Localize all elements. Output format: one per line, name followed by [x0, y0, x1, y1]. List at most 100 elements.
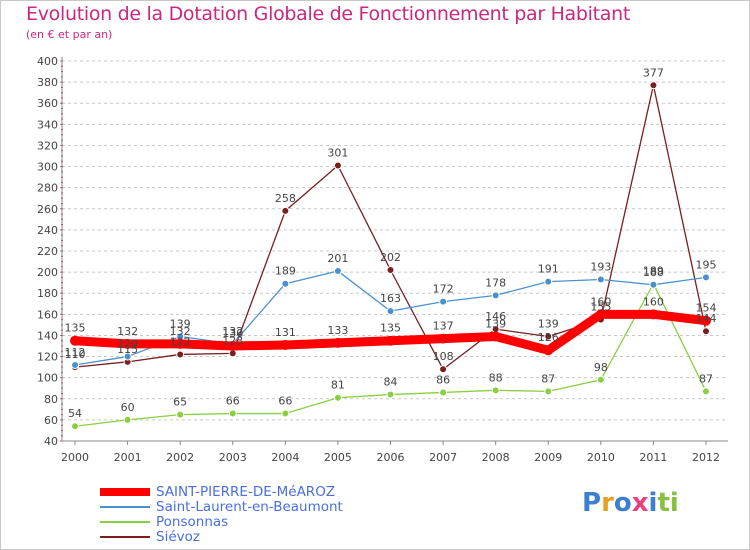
data-label: 120	[117, 338, 138, 351]
y-tick-label: 140	[37, 329, 58, 342]
data-label: 65	[173, 396, 187, 409]
data-point	[228, 409, 237, 418]
data-label: 139	[538, 318, 559, 331]
data-label: 66	[226, 395, 240, 408]
legend-item-ponsonnas: Ponsonnas	[100, 514, 400, 530]
logo-letter: r	[601, 488, 614, 518]
x-tick-label: 2011	[639, 451, 667, 464]
data-point	[544, 277, 553, 286]
data-point	[71, 361, 79, 369]
data-label: 88	[489, 371, 503, 384]
data-label: 188	[643, 266, 664, 279]
data-point	[176, 350, 185, 359]
y-tick-label: 220	[37, 245, 58, 258]
data-point	[596, 275, 605, 284]
data-label: 139	[485, 318, 506, 331]
legend-label: Siévoz	[156, 529, 200, 545]
x-tick-label: 2002	[166, 451, 194, 464]
data-point	[543, 345, 554, 356]
y-tick-label: 60	[44, 414, 58, 427]
data-label: 132	[117, 325, 138, 338]
data-point	[439, 388, 448, 397]
x-tick-label: 2001	[114, 451, 142, 464]
data-label: 258	[275, 192, 296, 205]
data-point	[490, 331, 501, 342]
data-label: 155	[590, 301, 611, 314]
data-point	[70, 335, 80, 346]
data-point	[544, 387, 553, 396]
data-label: 132	[170, 325, 191, 338]
data-label: 172	[433, 283, 454, 296]
data-point	[332, 337, 343, 348]
data-point	[123, 352, 132, 361]
data-label: 87	[699, 372, 713, 385]
data-label: 87	[541, 372, 555, 385]
y-tick-label: 260	[37, 203, 58, 216]
data-point	[333, 393, 342, 402]
data-point	[333, 161, 342, 170]
data-point	[281, 409, 290, 418]
data-label: 81	[331, 379, 345, 392]
logo-letter: x	[631, 488, 649, 518]
data-point	[649, 280, 658, 289]
y-tick-label: 300	[37, 161, 58, 174]
x-tick-label: 2010	[587, 451, 615, 464]
data-label: 66	[278, 395, 292, 408]
logo-letter: o	[613, 488, 632, 518]
data-point	[701, 315, 711, 326]
data-label: 160	[643, 295, 664, 308]
x-tick-label: 2012	[692, 451, 720, 464]
data-label: 54	[68, 407, 82, 420]
legend-item-saint-pierre: SAINT-PIERRE-DE-MéAROZ	[100, 484, 400, 500]
x-tick-label: 2000	[61, 451, 89, 464]
data-label: 108	[433, 350, 454, 363]
data-label: 160	[590, 295, 611, 308]
x-tick-label: 2006	[377, 451, 405, 464]
chart-subtitle: (en € et par an)	[26, 28, 113, 41]
data-label: 115	[117, 343, 138, 356]
y-tick-label: 100	[37, 372, 58, 385]
y-tick-label: 240	[37, 224, 58, 237]
data-point	[491, 386, 500, 395]
data-label: 144	[696, 312, 717, 325]
data-point	[281, 206, 290, 215]
data-label: 146	[485, 310, 506, 323]
data-point	[227, 341, 238, 351]
legend-swatch	[100, 506, 150, 508]
data-point	[491, 291, 500, 300]
data-label: 193	[590, 261, 611, 274]
data-point	[385, 335, 396, 346]
chart-title: Evolution de la Dotation Globale de Fonc…	[26, 3, 631, 25]
y-tick-label: 180	[37, 287, 58, 300]
data-point	[386, 307, 395, 316]
y-tick-label: 280	[37, 182, 58, 195]
data-point	[122, 338, 133, 349]
data-label: 139	[170, 318, 191, 331]
logo-letter: t	[657, 488, 670, 518]
data-label: 86	[436, 373, 450, 386]
y-tick-label: 120	[37, 351, 58, 364]
data-label: 137	[433, 320, 454, 333]
data-point	[280, 339, 291, 350]
legend-item-sievoz: Siévoz	[100, 529, 400, 545]
data-label: 126	[538, 331, 559, 344]
x-tick-label: 2009	[534, 451, 562, 464]
y-tick-label: 160	[37, 308, 58, 321]
data-point	[123, 415, 132, 424]
data-point	[702, 387, 710, 396]
data-point	[702, 273, 710, 282]
y-tick-label: 400	[37, 55, 58, 68]
data-label: 163	[380, 292, 401, 305]
y-tick-label: 200	[37, 266, 58, 279]
data-label: 135	[380, 322, 401, 335]
data-label: 135	[65, 322, 86, 335]
y-tick-label: 380	[37, 76, 58, 89]
data-point	[438, 333, 449, 344]
data-label: 201	[327, 252, 348, 265]
data-label: 189	[275, 265, 296, 278]
data-label: 202	[380, 251, 401, 264]
data-label: 132	[222, 325, 243, 338]
data-label: 110	[65, 348, 86, 361]
data-point	[648, 309, 659, 320]
